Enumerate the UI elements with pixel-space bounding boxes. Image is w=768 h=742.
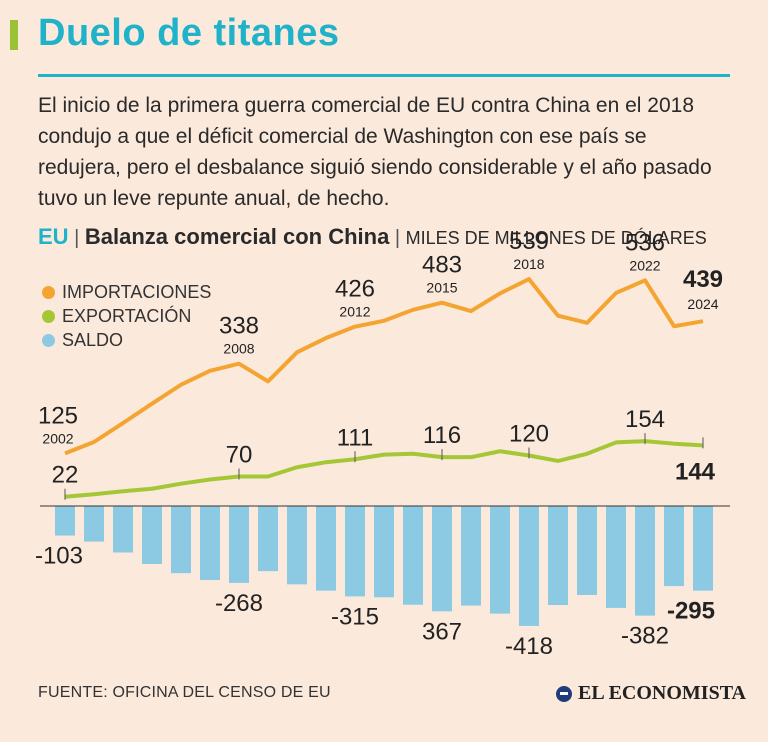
balance-bar-2010 [287, 506, 307, 585]
legend-dot-balance [42, 333, 55, 347]
balance-value-label-2022: -382 [621, 623, 669, 650]
imports-year-label-2002: 2002 [42, 430, 73, 446]
balance-bar-2005 [142, 506, 162, 564]
subtitle-separator-2: | [394, 227, 401, 249]
imports-value-label-2012: 426 [335, 276, 375, 303]
brand-mark-icon [556, 685, 572, 702]
legend-item-imports: IMPORTACIONES [42, 280, 211, 304]
imports-value-label-2002: 125 [38, 402, 78, 429]
subtitle-main: Balanza comercial con China [84, 224, 390, 249]
balance-value-label-2024: -295 [667, 598, 715, 625]
title-accent-bar [10, 20, 18, 50]
page-title: Duelo de titanes [38, 12, 340, 54]
legend-label-exports: EXPORTACIÓN [62, 305, 192, 326]
legend-label-balance: SALDO [62, 329, 124, 350]
exports-value-label-2024: 144 [675, 458, 716, 485]
balance-bar-2021 [606, 506, 626, 608]
balance-bar-2007 [200, 506, 220, 581]
title-divider [38, 74, 730, 77]
subtitle-separator: | [74, 227, 80, 249]
exports-value-label-2018: 120 [509, 420, 549, 447]
imports-year-label-2015: 2015 [426, 280, 457, 296]
balance-bar-2022 [635, 506, 655, 616]
brand-name: EL ECONOMISTA [578, 682, 746, 704]
imports-value-label-2008: 338 [219, 313, 259, 340]
imports-value-label-2015: 483 [422, 252, 462, 279]
balance-bar-2009 [258, 506, 278, 572]
balance-value-label-2008: -268 [215, 590, 263, 617]
balance-value-label-2015: 367 [422, 618, 462, 645]
imports-value-label-2024: 439 [683, 266, 723, 293]
brand-logo: EL ECONOMISTA [556, 682, 746, 705]
balance-bar-2024 [693, 506, 713, 591]
balance-value-label-2012: -315 [331, 603, 379, 630]
subtitle-units: MILES DE MILLONES DE DÓLARES [405, 228, 707, 248]
exports-value-label-2012: 111 [337, 424, 373, 451]
balance-bar-2016 [461, 506, 481, 606]
legend-label-imports: IMPORTACIONES [62, 281, 212, 302]
legend-dot-exports [42, 309, 55, 323]
balance-bar-2013 [374, 506, 394, 598]
balance-bar-2019 [548, 506, 568, 606]
legend-item-exports: EXPORTACIÓN [42, 304, 211, 328]
balance-bar-2011 [316, 506, 336, 591]
legend-item-balance: SALDO [42, 328, 211, 352]
balance-bar-2006 [171, 506, 191, 574]
legend-dot-imports [42, 285, 55, 299]
balance-bar-2020 [577, 506, 597, 595]
balance-bar-2003 [84, 506, 104, 542]
balance-bar-2015 [432, 506, 452, 612]
imports-year-label-2024: 2024 [687, 296, 718, 312]
chart-legend: IMPORTACIONES EXPORTACIÓN SALDO [42, 280, 211, 352]
exports-value-label-2015: 116 [423, 422, 461, 449]
exports-value-label-2022: 154 [625, 406, 665, 433]
imports-value-label-2018: 539 [509, 228, 549, 255]
intro-text: El inicio de la primera guerra comercial… [38, 94, 712, 210]
balance-bar-2014 [403, 506, 423, 605]
imports-year-label-2018: 2018 [513, 256, 544, 272]
balance-value-label-2002: -103 [35, 543, 83, 570]
balance-bar-2012 [345, 506, 365, 597]
subtitle-country: EU [38, 224, 69, 249]
balance-bar-2018 [519, 506, 539, 626]
exports-value-label-2008: 70 [226, 442, 253, 469]
balance-bar-2008 [229, 506, 249, 583]
balance-bar-2004 [113, 506, 133, 553]
exports-line [64, 439, 704, 499]
exports-value-label-2002: 22 [52, 462, 79, 489]
source-note: FUENTE: OFICINA DEL CENSO DE EU [38, 684, 331, 701]
balance-value-label-2018: -418 [505, 633, 553, 660]
imports-value-label-2022: 536 [625, 229, 665, 256]
imports-year-label-2012: 2012 [339, 304, 370, 320]
balance-bar-2023 [664, 506, 684, 587]
balance-bar-2002 [55, 506, 75, 536]
balance-bar-2017 [490, 506, 510, 614]
chart-subtitle: EU | Balanza comercial con China | MILES… [38, 222, 728, 253]
imports-year-label-2022: 2022 [629, 257, 660, 273]
imports-year-label-2008: 2008 [223, 341, 254, 357]
imports-line [64, 277, 704, 456]
